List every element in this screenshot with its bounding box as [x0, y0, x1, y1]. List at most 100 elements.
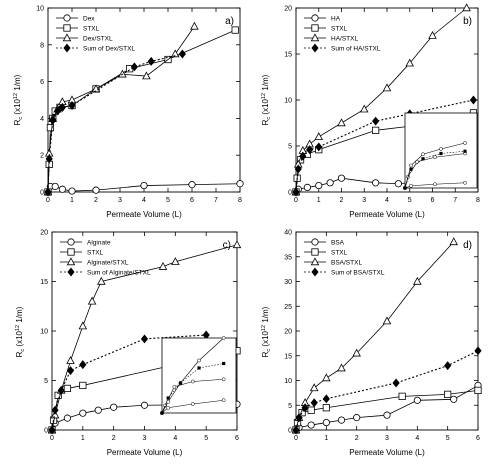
data-point — [48, 425, 56, 435]
data-point — [79, 360, 87, 370]
x-tick-label: 3 — [385, 435, 389, 442]
data-point — [44, 187, 52, 197]
x-tick-label: 1 — [317, 197, 321, 204]
data-point — [45, 154, 53, 164]
inset-point — [166, 396, 170, 400]
data-point — [54, 106, 62, 116]
inset-point — [166, 405, 171, 410]
legend-label: Sum of Dex/STXL — [83, 46, 135, 53]
series-line — [295, 385, 479, 431]
inset-point — [433, 155, 437, 160]
legend-label: Alginate/STXL — [87, 260, 129, 267]
series-bsa — [292, 381, 482, 434]
y-tick-label: 0 — [44, 428, 48, 435]
series-line — [47, 29, 236, 193]
inset-point — [197, 358, 201, 363]
data-point — [66, 356, 75, 364]
inset-point — [160, 411, 164, 415]
x-tick-label: 5 — [204, 435, 208, 442]
panel-label: c) — [223, 240, 231, 251]
x-tick-label: 0 — [50, 435, 54, 442]
data-point — [140, 401, 149, 409]
inset-point — [409, 167, 413, 171]
legend: BSA STXL BSA/STXL Sum of BSA/STXL — [304, 238, 385, 277]
data-point — [353, 414, 361, 422]
data-point — [337, 174, 346, 182]
data-point — [79, 409, 87, 417]
data-point — [322, 418, 330, 427]
y-tick-label: 0 — [288, 428, 292, 435]
legend-label: Alginate — [87, 240, 111, 247]
y-tick-label: 0 — [288, 190, 292, 197]
data-point — [383, 411, 391, 419]
y-tick-label: 20 — [284, 329, 292, 336]
y-axis-label: Rc (x1012 1/m) — [13, 74, 24, 125]
data-point — [307, 406, 315, 414]
series-line — [47, 53, 183, 193]
x-axis-label: Permeate Volume (L) — [107, 448, 183, 457]
series-bsa-stxl — [291, 237, 459, 434]
x-tick-label: 0 — [46, 197, 50, 204]
data-point — [359, 104, 369, 113]
x-tick-label: 2 — [340, 197, 344, 204]
legend-label: Sum of BSA/STXL — [331, 270, 385, 277]
chart-panel-4: 0 1 2 3 4 5 6 0 5 10 15 20 25 30 35 40 Permeate Volume (… — [261, 230, 482, 457]
inset-point — [463, 180, 467, 185]
y-tick-label: 30 — [284, 279, 292, 286]
data-point — [68, 101, 76, 111]
data-point — [49, 115, 57, 125]
legend: Dex STXL Dex/STXL Sum of Dex/STXL — [56, 14, 135, 53]
inset-chart — [403, 112, 478, 190]
legend-label: STXL — [87, 250, 104, 257]
data-point — [322, 394, 330, 404]
panel-label: b) — [463, 16, 472, 27]
y-axis-label: Rc (x1012 1/m) — [15, 306, 26, 357]
data-point — [314, 132, 324, 141]
data-point — [140, 334, 149, 344]
x-axis-label: Permeate Volume (L) — [349, 210, 425, 219]
inset-point — [190, 379, 195, 384]
series-ha — [292, 174, 459, 196]
legend-label: Sum of HA/STXL — [331, 46, 381, 53]
x-tick-label: 3 — [143, 435, 147, 442]
legend-marker — [310, 33, 320, 42]
data-point — [449, 237, 459, 246]
inset-frame — [161, 337, 237, 414]
legend-label: Dex/STXL — [83, 36, 113, 43]
data-point — [337, 363, 346, 372]
data-point — [444, 390, 452, 398]
legend-marker — [66, 257, 76, 266]
data-point — [474, 346, 482, 356]
data-point — [68, 187, 76, 195]
data-point — [178, 49, 186, 59]
x-tick-label: 3 — [362, 197, 366, 204]
inset-point — [190, 402, 195, 406]
y-tick-label: 10 — [284, 378, 292, 385]
data-point — [63, 414, 72, 422]
data-point — [57, 385, 65, 395]
data-point — [58, 102, 66, 112]
inset-point — [197, 366, 201, 370]
inset-point — [433, 182, 437, 187]
series-sum-of-ha-stxl — [292, 95, 478, 197]
inset-point — [221, 377, 226, 382]
y-axis-label: Rc (x1012 1/m) — [261, 74, 272, 125]
series-sum-of-dex-stxl — [44, 49, 186, 197]
data-point — [474, 386, 482, 395]
data-point — [301, 403, 309, 413]
series-dex — [44, 180, 244, 196]
panel-label: d) — [463, 240, 472, 251]
legend-label: HA — [331, 16, 341, 23]
x-axis-label: Permeate Volume (L) — [349, 448, 425, 457]
y-tick-label: 6 — [40, 79, 44, 86]
inset-point — [222, 361, 226, 366]
data-point — [444, 361, 452, 371]
data-point — [382, 83, 392, 92]
inset-series-line — [404, 150, 466, 189]
x-tick-label: 8 — [238, 197, 242, 204]
data-point — [309, 383, 319, 392]
y-tick-label: 5 — [44, 378, 48, 385]
data-point — [78, 321, 88, 330]
data-point — [462, 3, 471, 12]
x-axis-label: Permeate Volume (L) — [106, 210, 182, 219]
